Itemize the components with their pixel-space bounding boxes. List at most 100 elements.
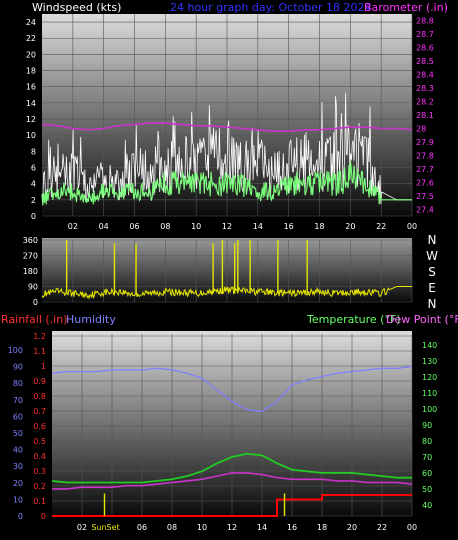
- direction-path: [41, 285, 412, 300]
- rain-tick-label: 0.3: [33, 467, 46, 476]
- compass-label: N: [428, 297, 437, 311]
- dewpoint-path: [52, 472, 413, 490]
- temperature-tick-label: 50: [422, 485, 432, 494]
- humidity-tick-label: 90: [13, 363, 23, 372]
- x-tick-label: 16: [287, 523, 297, 532]
- wind-tick-label: 12: [26, 115, 36, 124]
- wind-tick-label: 0: [31, 212, 36, 221]
- wind-avg-line: [41, 161, 412, 206]
- dewpoint-axis-title: Dew Point (°F): [386, 313, 458, 326]
- rainfall-axis-title: Rainfall (.in): [1, 313, 68, 326]
- humidity-tick-label: 100: [8, 346, 23, 355]
- rain-tick-label: 0.6: [33, 422, 46, 431]
- barometer-path: [41, 122, 413, 132]
- x-tick-label: 08: [160, 222, 170, 231]
- temperature-tick-label: 100: [422, 405, 437, 414]
- direction-line: [41, 240, 412, 300]
- sun-marker-label: SunSet: [91, 523, 119, 532]
- humidity-path: [51, 365, 413, 413]
- wind-avg-path: [41, 161, 412, 206]
- direction-y-ticks: 0 90 180 270 360: [23, 236, 38, 307]
- temperature-path: [51, 452, 412, 484]
- barometer-tick-label: 28: [416, 124, 426, 133]
- wind-tick-label: 22: [26, 34, 36, 43]
- barometer-tick-label: 28.7: [416, 30, 434, 39]
- barometer-tick-label: 28.1: [416, 111, 434, 120]
- wind-tick-label: 20: [26, 50, 36, 59]
- temperature-tick-label: 80: [422, 437, 432, 446]
- humidity-tick-label: 10: [13, 495, 23, 504]
- barometer-line: [41, 122, 413, 132]
- compass-label: S: [428, 265, 436, 279]
- wind-tick-label: 16: [26, 83, 36, 92]
- x-tick-label: 06: [137, 523, 147, 532]
- rainfall-path: [52, 494, 412, 517]
- x-tick-label: 00: [407, 222, 417, 231]
- temperature-tick-label: 90: [422, 421, 432, 430]
- x-tick-label: 06: [129, 222, 139, 231]
- x-tick-label: 08: [167, 523, 177, 532]
- temperature-tick-label: 120: [422, 373, 437, 382]
- x-tick-label: 02: [68, 222, 78, 231]
- humidity-tick-label: 80: [13, 379, 23, 388]
- temperature-tick-label: 60: [422, 469, 432, 478]
- temperature-tick-label: 140: [422, 341, 437, 350]
- barometer-tick-label: 27.5: [416, 192, 434, 201]
- x-tick-label: 18: [314, 222, 324, 231]
- direction-tick-label: 270: [23, 252, 38, 261]
- humidity-tick-label: 60: [13, 412, 23, 421]
- direction-tick-label: 0: [33, 298, 38, 307]
- humidity-y-ticks: 0 10 20 30 40 50 60 70 80 90 100: [8, 346, 23, 521]
- rain-tick-label: 0.5: [33, 437, 46, 446]
- graph-title: 24 hour graph day: October 18 2024: [170, 1, 372, 14]
- wind-tick-label: 14: [26, 99, 36, 108]
- x-tick-label: 22: [377, 523, 387, 532]
- humidity-tick-label: 20: [13, 479, 23, 488]
- x-tick-label: 22: [376, 222, 386, 231]
- barometer-tick-label: 27.9: [416, 138, 434, 147]
- rain-temp-grid: [52, 334, 413, 517]
- x-tick-label: 12: [227, 523, 237, 532]
- x-tick-label: 10: [197, 523, 207, 532]
- x-tick-label: 12: [222, 222, 232, 231]
- rain-tick-label: 0.8: [33, 392, 46, 401]
- barometer-y-ticks: 27.4 27.5 27.6 27.7 27.8 27.9 28 28.1 28.2 28.3 28…: [416, 17, 434, 215]
- rain-tick-label: 1: [41, 362, 46, 371]
- rain-tick-label: 0.7: [33, 407, 46, 416]
- wind-tick-label: 2: [31, 196, 36, 205]
- wind-axis-title: Windspeed (kts): [32, 1, 121, 14]
- humidity-tick-label: 50: [13, 429, 23, 438]
- x-tick-label: 00: [407, 523, 417, 532]
- barometer-tick-label: 28.8: [416, 17, 434, 26]
- temperature-tick-label: 110: [422, 389, 437, 398]
- humidity-tick-label: 70: [13, 396, 23, 405]
- x-tick-label: 10: [191, 222, 201, 231]
- x-tick-label: 16: [284, 222, 294, 231]
- barometer-tick-label: 28.2: [416, 98, 434, 107]
- wind-tick-label: 10: [26, 131, 36, 140]
- rain-tick-label: 0.4: [33, 452, 46, 461]
- wind-tick-label: 6: [31, 164, 36, 173]
- humidity-axis-title: Humidity: [66, 313, 116, 326]
- compass-label: W: [426, 249, 438, 263]
- compass-label: E: [428, 281, 436, 295]
- barometer-tick-label: 27.6: [416, 178, 434, 187]
- x-tick-label: 18: [317, 523, 327, 532]
- x-tick-label: 04: [99, 222, 109, 231]
- barometer-tick-label: 27.8: [416, 151, 434, 160]
- wind-tick-label: 8: [31, 147, 36, 156]
- x-tick-label: 20: [345, 222, 355, 231]
- barometer-tick-label: 28.5: [416, 57, 434, 66]
- temperature-y-ticks: 40 50 60 70 80 90 100 110 120 130 140: [422, 341, 437, 510]
- barometer-tick-label: 28.6: [416, 44, 434, 53]
- temperature-tick-label: 70: [422, 453, 432, 462]
- rain-tick-label: 1.2: [33, 332, 46, 341]
- barometer-axis-title: Barometer (.in): [364, 1, 448, 14]
- x-tick-label: 14: [253, 222, 263, 231]
- rain-temp-x-ticks: 02 06 08 10 12 14 16 18 20 22 00: [77, 523, 417, 532]
- wind-tick-label: 4: [31, 180, 36, 189]
- humidity-tick-label: 40: [13, 446, 23, 455]
- rain-tick-label: 0: [41, 512, 46, 521]
